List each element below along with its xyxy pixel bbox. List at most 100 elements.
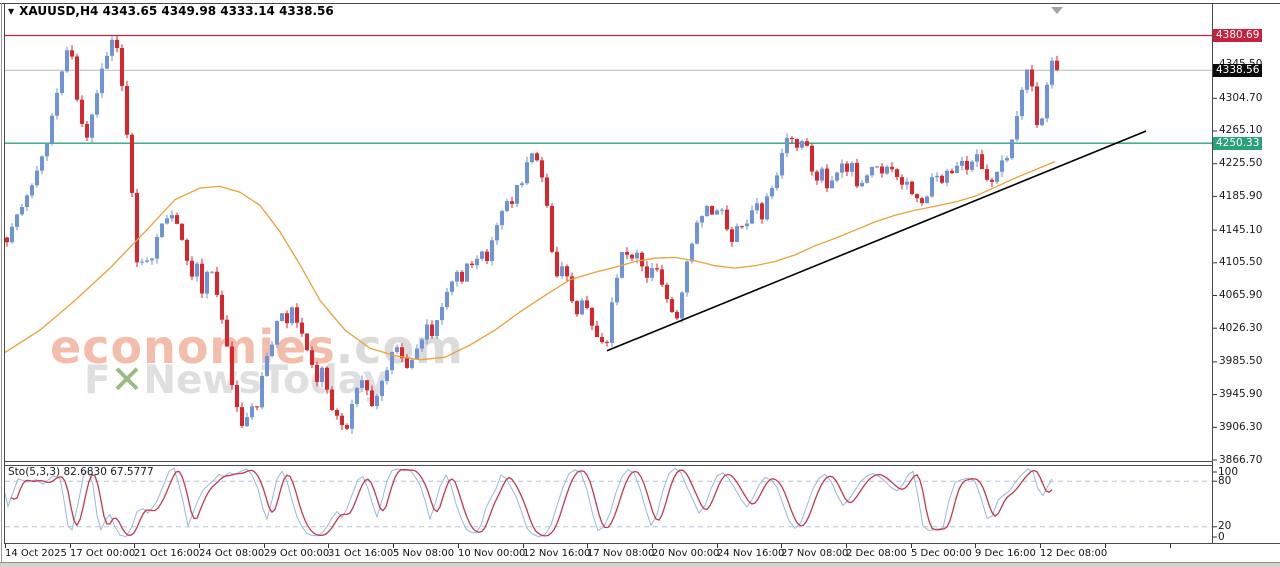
candle-body [820,168,824,181]
candle-body [805,141,809,146]
candle-body [70,50,74,57]
stochastic-indicator-label: Sto(5,3,3) 82.6830 67.5777 [8,466,154,478]
candle-body [595,325,599,337]
candle-body [525,162,529,184]
candle-body [270,344,274,356]
candle-body [880,166,884,174]
symbol-dropdown-icon[interactable]: ▼ [8,7,15,16]
time-axis-label: 17 Oct 00:00 [70,548,136,559]
candle-body [840,163,844,173]
candle-body [815,171,819,181]
candle-body [415,348,419,360]
candle-body [585,300,589,308]
candle-body [545,177,549,206]
candle-body [315,364,319,382]
candle-body [345,425,349,429]
time-axis-label: 21 Oct 16:00 [134,548,200,559]
candle-body [760,203,764,220]
candle-body [285,313,289,324]
candle-body [140,261,144,263]
candle-body [380,381,384,396]
candle-body [10,226,14,243]
candle-body [905,181,909,185]
candle-body [280,313,284,321]
candle-body [310,350,314,365]
candle-body [245,417,249,427]
candle-body [550,205,554,252]
stoch-scale-label: 100 [1218,466,1239,478]
candle-body [425,324,429,340]
candle-body [795,139,799,148]
candle-body [1010,139,1014,159]
candle-body [615,277,619,303]
candle-body [560,266,564,277]
stochastic-name: Sto(5,3,3) [8,466,61,478]
candle-body [350,404,354,429]
candle-body [455,271,459,282]
candle-body [1000,160,1004,172]
candle-body [695,222,699,244]
time-axis-label: 12 Dec 08:00 [1040,548,1108,559]
candle-body [765,196,769,220]
candle-body [570,276,574,302]
watermark-economies-suffix: .com [335,320,464,374]
candle-body [835,172,839,181]
time-axis-label: 24 Nov 16:00 [717,548,785,559]
candle-body [65,50,69,72]
candle-body [55,92,59,116]
time-axis-label: 10 Nov 00:00 [458,548,526,559]
candle-body [495,225,499,241]
candle-body [810,145,814,172]
candle-body [800,141,804,148]
candle-body [200,263,204,294]
candle-body [705,206,709,217]
candle-body [975,154,979,162]
candle-body [305,333,309,351]
candle-body [490,240,494,261]
candle-body [155,237,159,259]
candle-body [650,268,654,278]
candle-body [850,162,854,172]
candle-body [790,137,794,139]
candle-body [35,170,39,186]
time-axis-label: 31 Oct 16:00 [328,548,394,559]
candlesticks [5,34,1059,435]
candle-body [720,209,724,211]
time-axis-label: 5 Nov 08:00 [393,548,455,559]
candle-body [185,239,189,261]
candle-body [95,93,99,115]
price-axis-label: 3945.90 [1219,388,1263,400]
stochastic-d-line [10,468,1053,537]
candle-body [670,299,674,312]
candle-body [625,252,629,255]
candle-body [385,370,389,381]
candle-body [505,201,509,212]
candle-body [555,251,559,277]
candle-body [930,177,934,197]
candle-body [220,294,224,320]
candle-body [830,180,834,189]
candle-body [195,263,199,277]
candle-body [600,337,604,343]
candle-body [255,406,259,408]
trendline[interactable] [606,130,1147,352]
candle-body [1025,69,1029,90]
price-axis-label: 4185.90 [1219,190,1263,202]
candle-body [1020,89,1024,117]
chart-shift-marker-icon[interactable] [1051,7,1063,14]
candle-body [5,237,9,243]
price-axis-label: 3906.30 [1219,421,1263,433]
time-axis-label: 12 Nov 16:00 [523,548,591,559]
candle-body [915,194,919,199]
candle-body [365,380,369,391]
candle-body [60,71,64,93]
candle-body [30,185,34,196]
moving-average-line[interactable] [4,160,1056,361]
candle-body [965,160,969,170]
candle-body [910,181,914,194]
stochastic-k-line [4,467,1053,538]
candle-body [945,170,949,183]
watermark-f: F [84,358,111,403]
candle-body [410,359,414,368]
